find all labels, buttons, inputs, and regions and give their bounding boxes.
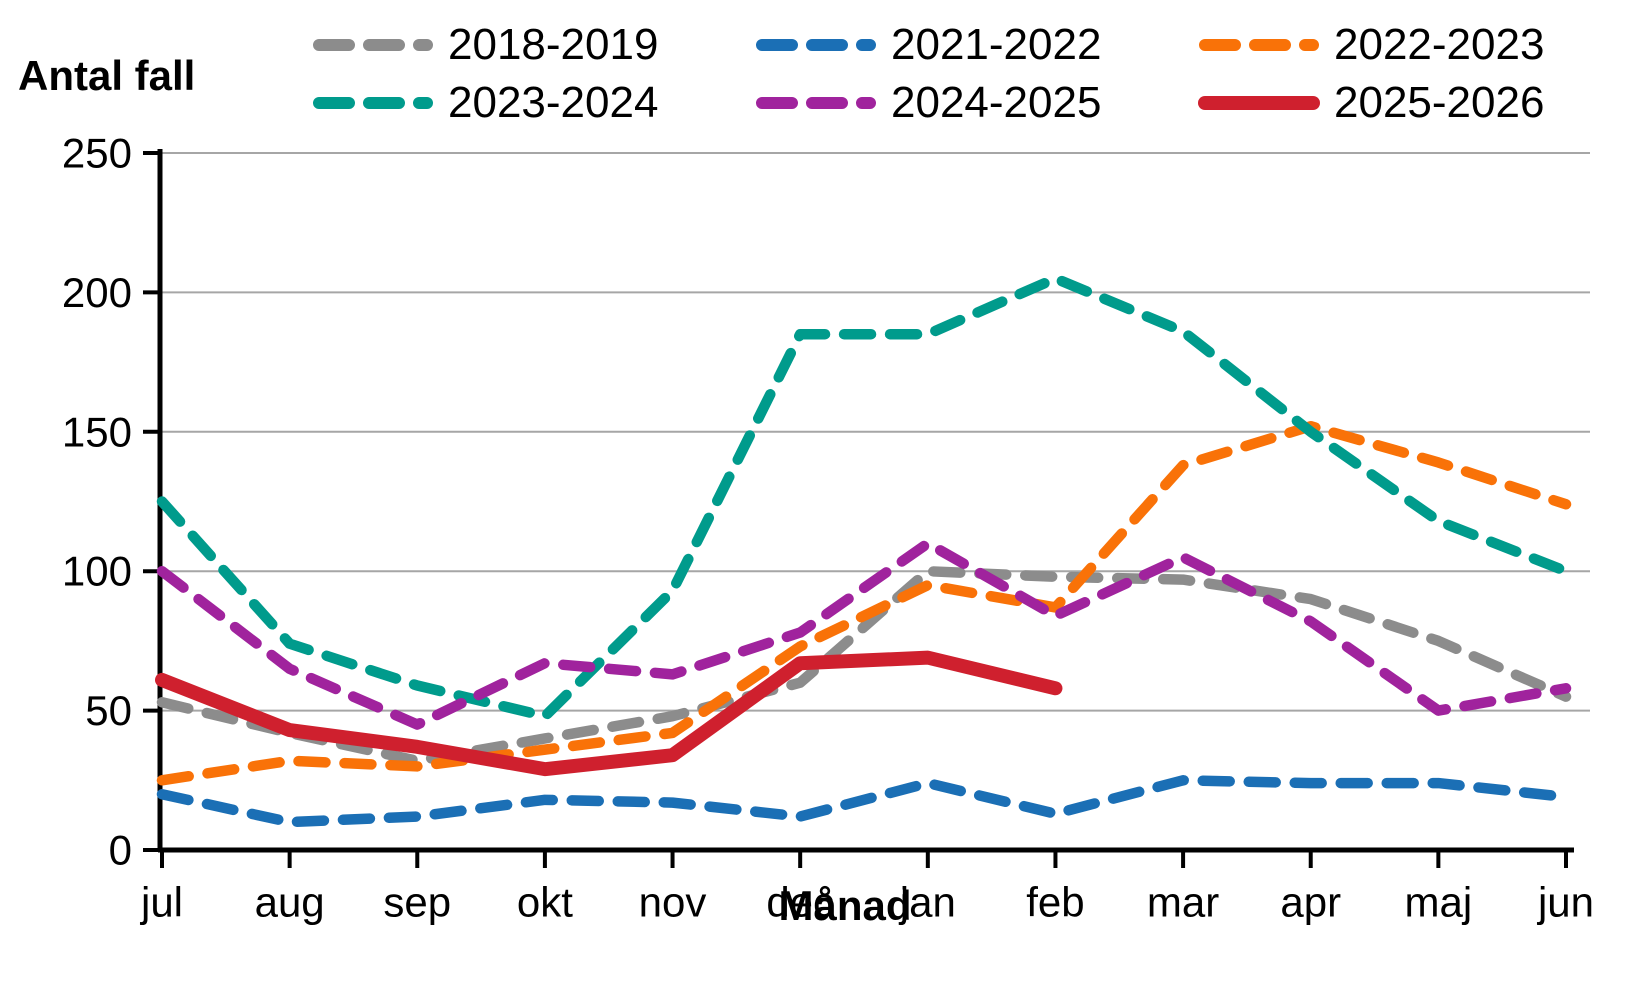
series-line-2024-2025 bbox=[156, 538, 1572, 730]
y-tick-label-100: 100 bbox=[62, 548, 132, 595]
x-tick-label-jan: jan bbox=[898, 878, 956, 925]
legend-item-2024-2025: 2024-2025 bbox=[755, 74, 1198, 132]
legend-swatch-2018-2019 bbox=[313, 39, 433, 51]
series-line-2018-2019 bbox=[156, 565, 1572, 767]
x-tick-label-sep: sep bbox=[383, 878, 451, 925]
legend-label-2022-2023: 2022-2023 bbox=[1334, 20, 1545, 69]
legend-swatch-2021-2022 bbox=[756, 39, 876, 51]
y-tick-label-150: 150 bbox=[62, 408, 132, 455]
y-tick-label-0: 0 bbox=[109, 827, 132, 874]
legend: 2018-2019 2021-2022 2022-2023 2023-2024 2024… bbox=[312, 16, 1544, 132]
x-tick-label-jun: jun bbox=[1536, 878, 1594, 925]
x-tick-label-feb: feb bbox=[1026, 878, 1084, 925]
series-line-2022-2023 bbox=[156, 420, 1572, 786]
x-tick-label-aug: aug bbox=[255, 878, 325, 925]
legend-item-2021-2022: 2021-2022 bbox=[755, 16, 1198, 74]
legend-swatch-2023-2024 bbox=[313, 97, 433, 109]
legend-label-2025-2026: 2025-2026 bbox=[1334, 78, 1545, 127]
x-tick-label-nov: nov bbox=[639, 878, 707, 925]
legend-label-2024-2025: 2024-2025 bbox=[891, 78, 1102, 127]
series-line-2025-2026 bbox=[155, 650, 1063, 777]
legend-swatch-2024-2025 bbox=[756, 97, 876, 109]
y-tick-label-50: 50 bbox=[85, 687, 132, 734]
x-tick-label-okt: okt bbox=[517, 878, 573, 925]
legend-item-2018-2019: 2018-2019 bbox=[312, 16, 755, 74]
legend-label-2018-2019: 2018-2019 bbox=[448, 20, 659, 69]
x-tick-label-maj: maj bbox=[1405, 878, 1473, 925]
legend-item-2025-2026: 2025-2026 bbox=[1198, 74, 1544, 132]
x-tick-label-apr: apr bbox=[1280, 878, 1341, 925]
legend-item-2022-2023: 2022-2023 bbox=[1198, 16, 1544, 74]
legend-label-2021-2022: 2021-2022 bbox=[891, 20, 1102, 69]
legend-swatch-2025-2026 bbox=[1198, 96, 1320, 110]
legend-swatch-2022-2023 bbox=[1199, 39, 1319, 51]
y-axis-title: Antal fall bbox=[18, 52, 196, 99]
x-axis-title: Månad bbox=[778, 882, 912, 929]
y-tick-label-250: 250 bbox=[62, 130, 132, 177]
series-line-2023-2024 bbox=[156, 273, 1572, 722]
legend-label-2023-2024: 2023-2024 bbox=[448, 78, 659, 127]
series-line-2021-2022 bbox=[156, 775, 1572, 828]
legend-item-2023-2024: 2023-2024 bbox=[312, 74, 755, 132]
x-tick-label-dec: dec bbox=[766, 878, 834, 925]
y-tick-label-200: 200 bbox=[62, 269, 132, 316]
x-tick-label-mar: mar bbox=[1147, 878, 1219, 925]
x-tick-label-jul: jul bbox=[139, 878, 183, 925]
